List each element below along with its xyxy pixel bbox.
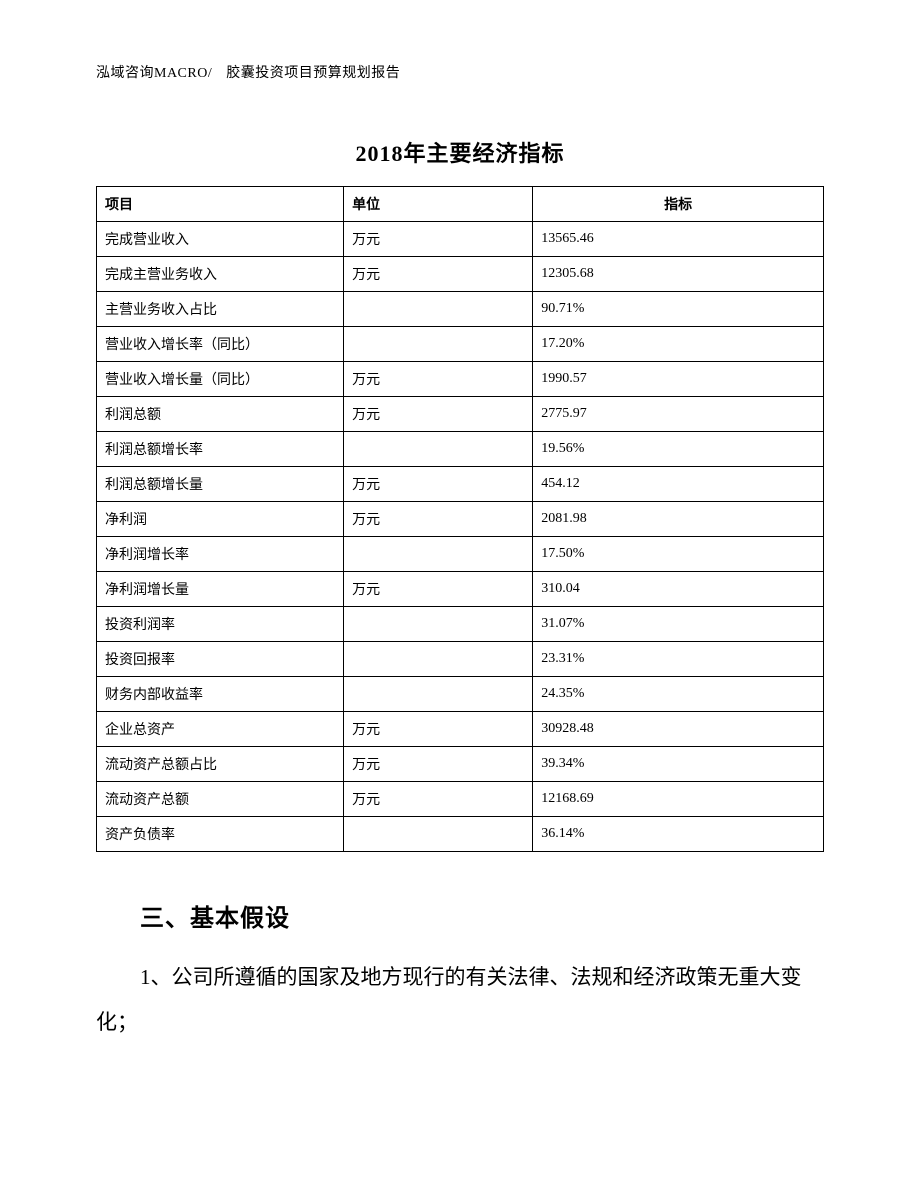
cell-item: 投资回报率 <box>97 642 344 677</box>
cell-value: 1990.57 <box>533 362 824 397</box>
document-page: 泓域咨询MACRO/胶囊投资项目预算规划报告 2018年主要经济指标 项目 单位… <box>0 0 920 1191</box>
table-row: 营业收入增长率（同比） 17.20% <box>97 327 824 362</box>
cell-item: 利润总额增长率 <box>97 432 344 467</box>
cell-value: 2775.97 <box>533 397 824 432</box>
cell-value: 23.31% <box>533 642 824 677</box>
cell-unit: 万元 <box>344 257 533 292</box>
cell-unit: 万元 <box>344 397 533 432</box>
cell-unit <box>344 642 533 677</box>
cell-item: 完成主营业务收入 <box>97 257 344 292</box>
table-row: 营业收入增长量（同比）万元1990.57 <box>97 362 824 397</box>
table-row: 资产负债率 36.14% <box>97 817 824 852</box>
cell-value: 31.07% <box>533 607 824 642</box>
col-header-unit: 单位 <box>344 187 533 222</box>
table-row: 财务内部收益率 24.35% <box>97 677 824 712</box>
table-row: 完成主营业务收入万元12305.68 <box>97 257 824 292</box>
cell-unit <box>344 817 533 852</box>
cell-unit: 万元 <box>344 782 533 817</box>
table-row: 企业总资产万元30928.48 <box>97 712 824 747</box>
section-heading: 三、基本假设 <box>140 898 824 933</box>
header-left: 泓域咨询MACRO/ <box>96 66 212 81</box>
cell-item: 主营业务收入占比 <box>97 292 344 327</box>
cell-unit: 万元 <box>344 747 533 782</box>
cell-value: 17.50% <box>533 537 824 572</box>
cell-item: 利润总额增长量 <box>97 467 344 502</box>
table-row: 利润总额增长率 19.56% <box>97 432 824 467</box>
table-row: 利润总额万元2775.97 <box>97 397 824 432</box>
cell-unit: 万元 <box>344 222 533 257</box>
cell-item: 营业收入增长量（同比） <box>97 362 344 397</box>
col-header-item: 项目 <box>97 187 344 222</box>
cell-unit: 万元 <box>344 572 533 607</box>
cell-value: 12168.69 <box>533 782 824 817</box>
cell-unit: 万元 <box>344 712 533 747</box>
table-row: 净利润增长率 17.50% <box>97 537 824 572</box>
cell-item: 利润总额 <box>97 397 344 432</box>
cell-item: 财务内部收益率 <box>97 677 344 712</box>
table-row: 完成营业收入万元13565.46 <box>97 222 824 257</box>
cell-value: 310.04 <box>533 572 824 607</box>
page-header: 泓域咨询MACRO/胶囊投资项目预算规划报告 <box>96 62 824 82</box>
table-row: 投资回报率 23.31% <box>97 642 824 677</box>
header-right: 胶囊投资项目预算规划报告 <box>226 66 400 81</box>
economic-indicators-table: 项目 单位 指标 完成营业收入万元13565.46 完成主营业务收入万元1230… <box>96 186 824 852</box>
cell-value: 2081.98 <box>533 502 824 537</box>
cell-item: 净利润增长率 <box>97 537 344 572</box>
cell-item: 营业收入增长率（同比） <box>97 327 344 362</box>
cell-unit <box>344 537 533 572</box>
table-body: 完成营业收入万元13565.46 完成主营业务收入万元12305.68 主营业务… <box>97 222 824 852</box>
cell-unit <box>344 432 533 467</box>
cell-unit: 万元 <box>344 362 533 397</box>
table-row: 流动资产总额万元12168.69 <box>97 782 824 817</box>
cell-unit <box>344 327 533 362</box>
cell-value: 24.35% <box>533 677 824 712</box>
table-row: 净利润万元2081.98 <box>97 502 824 537</box>
cell-value: 17.20% <box>533 327 824 362</box>
cell-item: 流动资产总额占比 <box>97 747 344 782</box>
cell-value: 19.56% <box>533 432 824 467</box>
cell-item: 资产负债率 <box>97 817 344 852</box>
cell-unit: 万元 <box>344 467 533 502</box>
cell-value: 30928.48 <box>533 712 824 747</box>
table-row: 投资利润率 31.07% <box>97 607 824 642</box>
cell-item: 完成营业收入 <box>97 222 344 257</box>
cell-item: 流动资产总额 <box>97 782 344 817</box>
cell-unit: 万元 <box>344 502 533 537</box>
table-row: 主营业务收入占比 90.71% <box>97 292 824 327</box>
cell-item: 净利润增长量 <box>97 572 344 607</box>
cell-item: 企业总资产 <box>97 712 344 747</box>
table-row: 净利润增长量万元310.04 <box>97 572 824 607</box>
body-paragraph: 1、公司所遵循的国家及地方现行的有关法律、法规和经济政策无重大变化； <box>96 955 824 1045</box>
table-row: 利润总额增长量万元454.12 <box>97 467 824 502</box>
cell-value: 454.12 <box>533 467 824 502</box>
cell-unit <box>344 292 533 327</box>
cell-item: 净利润 <box>97 502 344 537</box>
cell-value: 36.14% <box>533 817 824 852</box>
cell-value: 39.34% <box>533 747 824 782</box>
cell-value: 13565.46 <box>533 222 824 257</box>
cell-unit <box>344 677 533 712</box>
cell-unit <box>344 607 533 642</box>
table-row: 流动资产总额占比万元39.34% <box>97 747 824 782</box>
table-header-row: 项目 单位 指标 <box>97 187 824 222</box>
cell-value: 12305.68 <box>533 257 824 292</box>
table-title: 2018年主要经济指标 <box>96 136 824 168</box>
cell-item: 投资利润率 <box>97 607 344 642</box>
col-header-value: 指标 <box>533 187 824 222</box>
cell-value: 90.71% <box>533 292 824 327</box>
